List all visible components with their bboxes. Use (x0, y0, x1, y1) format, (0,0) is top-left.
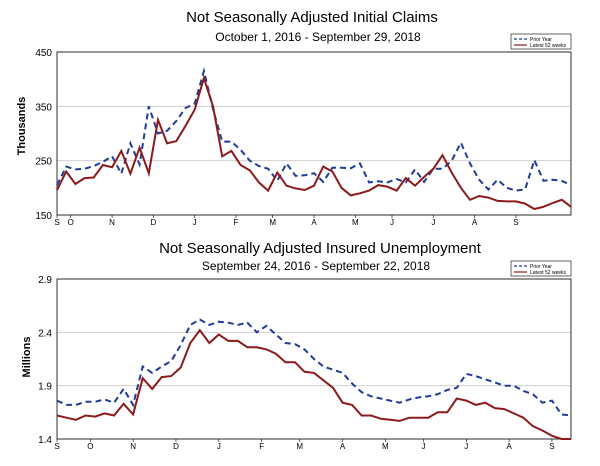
y-tick-label: 1.9 (38, 382, 52, 393)
x-tick-label: J (193, 218, 197, 227)
x-tick-label: S (549, 442, 554, 451)
x-tick-label: S (54, 442, 59, 451)
chart-subtitle: September 24, 2016 - September 22, 2018 (202, 259, 430, 273)
x-tick-label: J (421, 442, 425, 451)
chart-title: Not Seasonally Adjusted Insured Unemploy… (159, 240, 482, 257)
y-tick-labels: 2.9 2.4 1.9 1.4 (38, 275, 52, 446)
series-lines (56, 67, 572, 211)
series-line-latest-52-weeks (56, 74, 572, 211)
series-lines (56, 318, 572, 440)
x-tick-label: N (130, 442, 136, 451)
legend-label-prior: Prior Year (530, 264, 552, 270)
gridlines (57, 51, 571, 216)
x-tick-label: D (150, 218, 156, 227)
y-tick-label: 250 (35, 157, 52, 168)
x-tick-label: A (506, 442, 512, 451)
x-tick-label: N (109, 218, 115, 227)
series-line-prior-year (56, 67, 572, 192)
y-tick-label: 1.4 (38, 435, 52, 446)
insured-unemployment-chart: Not Seasonally Adjusted Insured Unemploy… (21, 240, 572, 451)
y-tick-labels: 450 350 250 150 (35, 48, 52, 222)
y-tick-label: 150 (35, 211, 52, 222)
y-tick-label: 2.9 (38, 275, 52, 286)
plot-frame (56, 278, 572, 440)
initial-claims-chart: Not Seasonally Adjusted Initial Claims O… (16, 9, 572, 227)
series-line-latest-52-weeks (56, 328, 571, 440)
y-tick-label: 2.4 (38, 328, 52, 339)
series-line-prior-year (56, 318, 572, 417)
y-tick-label: 450 (35, 48, 52, 59)
x-tick-label: M (269, 218, 276, 227)
x-tick-label: O (68, 218, 74, 227)
legend-label-latest: Latest 52 weeks (530, 43, 567, 49)
legend-label-latest: Latest 52 weeks (530, 270, 567, 276)
y-axis-label: Millions (21, 337, 33, 378)
x-tick-label: S (513, 218, 518, 227)
y-tick-label: 350 (35, 102, 52, 113)
x-tick-label: J (431, 218, 435, 227)
plot-frame (56, 51, 572, 216)
x-tick-label: M (352, 218, 359, 227)
x-tick-label: J (217, 442, 221, 451)
x-tick-label: M (296, 442, 303, 451)
legend: Prior Year Latest 52 weeks (510, 33, 572, 50)
x-tick-label: A (340, 442, 346, 451)
x-tick-label: S (54, 218, 59, 227)
x-tick-label: A (311, 218, 317, 227)
x-tick-label: J (390, 218, 394, 227)
x-tick-label: J (464, 442, 468, 451)
x-tick-label: A (472, 218, 478, 227)
legend-label-prior: Prior Year (530, 37, 552, 43)
x-tick-label: D (173, 442, 179, 451)
x-tick-label: F (234, 218, 239, 227)
y-axis-label: Thousands (16, 97, 28, 156)
x-tick-label: M (382, 442, 389, 451)
x-tick-label: F (259, 442, 264, 451)
x-tick-label: O (87, 442, 93, 451)
chart-title: Not Seasonally Adjusted Initial Claims (186, 9, 438, 26)
legend: Prior Year Latest 52 weeks (510, 260, 572, 277)
chart-subtitle: October 1, 2016 - September 29, 2018 (215, 30, 421, 44)
